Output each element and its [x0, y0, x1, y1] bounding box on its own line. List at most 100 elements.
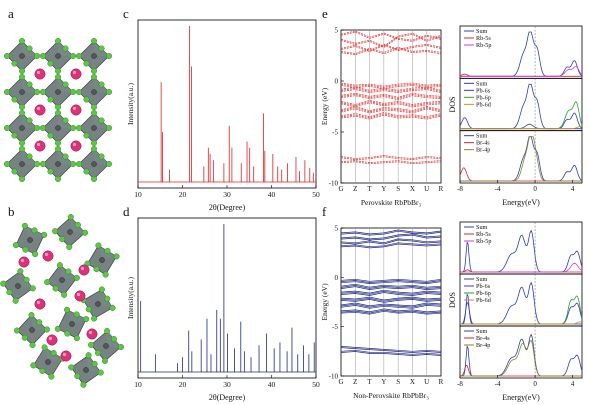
br-atom	[40, 124, 47, 131]
legend-entry: Pb-6s	[476, 283, 491, 290]
br-atom	[83, 316, 90, 323]
band-frame	[340, 227, 442, 377]
pb-center-atom	[83, 367, 89, 373]
band-line	[340, 346, 442, 352]
band-line	[340, 297, 442, 302]
band-title: Non-Perovskite RbPbBr₃	[353, 391, 429, 400]
band-line	[340, 305, 442, 309]
br-atom	[55, 109, 62, 116]
rb-atom	[70, 104, 82, 116]
br-atom	[93, 266, 100, 273]
br-atom	[32, 251, 39, 258]
band-line	[340, 113, 442, 119]
br-atom	[56, 262, 63, 269]
crystal-structure-perovskite	[3, 38, 112, 182]
panel-label-d: d	[123, 204, 130, 219]
octahedron	[75, 73, 112, 110]
br-atom	[69, 160, 76, 167]
br-atom	[94, 349, 101, 356]
br-atom	[90, 73, 97, 80]
band-line	[340, 351, 442, 356]
band-line	[340, 101, 442, 107]
pb-center-atom	[67, 229, 73, 235]
br-atom	[95, 242, 102, 249]
legend-entry: Rb-5s	[476, 35, 491, 42]
br-atom	[21, 334, 28, 341]
br-atom	[104, 247, 111, 254]
br-atom	[34, 124, 41, 131]
legend-entry: Pb-6p	[476, 94, 491, 101]
legend-entry: Rb-5s	[476, 231, 491, 238]
x-axis-label: 2θ(Degree)	[209, 203, 246, 212]
br-atom	[50, 350, 57, 357]
br-atom	[3, 88, 10, 95]
y-axis-label: DOS	[448, 292, 457, 308]
pb-center-atom	[19, 161, 25, 167]
pb-center-atom	[99, 257, 105, 263]
br-atom	[0, 280, 7, 287]
panel-label-b: b	[8, 204, 15, 219]
xrd-chart-perovskite: 10 20 30 40 50 2θ(Degree) Intensity(a.u.)	[126, 19, 320, 212]
kpoint-label: T	[367, 185, 372, 193]
band-line	[340, 43, 442, 51]
rb-atom	[18, 256, 30, 268]
band-line	[340, 48, 442, 56]
band-line	[340, 87, 442, 92]
br-atom	[26, 45, 33, 52]
band-line	[340, 82, 442, 87]
band-line	[340, 32, 442, 47]
br-atom	[6, 289, 13, 296]
br-atom	[40, 160, 47, 167]
band-line	[340, 107, 442, 113]
rb-atom-highlight	[72, 142, 77, 147]
br-atom	[26, 81, 33, 88]
legend-entry: Rb-5p	[476, 42, 491, 49]
dos-curve	[460, 339, 582, 377]
y-tick-label: -5	[332, 323, 338, 331]
br-atom	[11, 168, 18, 175]
br-atom	[101, 357, 108, 364]
rb-atom	[34, 298, 46, 310]
br-atom	[23, 276, 30, 283]
band-line	[340, 243, 442, 249]
br-atom	[47, 132, 54, 139]
rb-atom-highlight	[62, 352, 67, 357]
band-line	[340, 308, 442, 313]
y-axis-label: Intensity(a.u.)	[126, 82, 135, 125]
kpoint-label: U	[424, 378, 429, 386]
br-atom	[59, 236, 66, 243]
br-atom	[40, 88, 47, 95]
octahedron	[44, 262, 80, 298]
br-atom	[88, 341, 95, 348]
dos-curve	[460, 262, 583, 273]
octahedron	[54, 306, 90, 342]
pb-center-atom	[59, 277, 65, 283]
plot-frame	[137, 19, 317, 189]
br-atom	[44, 279, 51, 286]
br-atom	[55, 73, 62, 80]
dos-curve	[460, 136, 582, 182]
rb-atom	[60, 350, 72, 362]
x-tick-label: -4	[495, 380, 501, 388]
y-tick-label: 0	[335, 274, 339, 282]
rb-atom	[34, 140, 46, 152]
band-line	[340, 160, 442, 163]
pb-center-atom	[69, 321, 75, 327]
br-atom	[91, 360, 98, 367]
br-atom	[17, 268, 24, 275]
br-atom	[28, 312, 35, 319]
band-line	[340, 309, 442, 314]
pb-center-atom	[55, 125, 61, 131]
rb-atom	[46, 334, 58, 346]
x-tick-label: 10	[134, 190, 142, 199]
br-atom	[75, 160, 82, 167]
rb-atom-highlight	[44, 252, 49, 257]
br-atom	[75, 88, 82, 95]
band-line	[340, 229, 442, 235]
x-tick-label: 50	[312, 190, 320, 199]
br-atom	[55, 145, 62, 152]
band-line	[340, 299, 442, 303]
x-tick-label: 4	[571, 185, 575, 193]
pb-center-atom	[55, 161, 61, 167]
